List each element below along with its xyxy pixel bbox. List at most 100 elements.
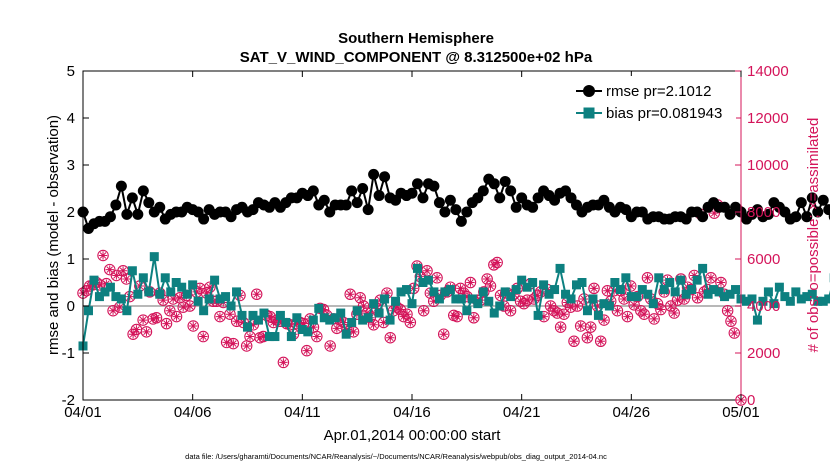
obs-count-point: [655, 303, 667, 316]
bias-point: [731, 285, 741, 295]
rmse-point: [806, 192, 818, 204]
bias-point: [473, 299, 483, 309]
obs-count-asterisk: [462, 292, 472, 301]
obs-count-point: [691, 292, 704, 304]
obs-count-circle: [354, 292, 366, 304]
obs-count-asterisk: [299, 319, 308, 328]
obs-count-circle: [197, 330, 209, 343]
obs-count-asterisk: [422, 266, 432, 275]
obs-count-point: [160, 317, 173, 330]
rmse-point: [406, 187, 418, 199]
obs-count-point: [384, 331, 397, 344]
bias-point: [440, 287, 450, 297]
bias-point: [210, 275, 220, 285]
obs-count-point: [594, 335, 607, 347]
bias-point: [308, 315, 318, 325]
obs-count-asterisk: [105, 265, 114, 274]
obs-count-asterisk: [202, 288, 211, 298]
bias-point: [550, 285, 560, 295]
chart-subtitle: SAT_V_WIND_COMPONENT @ 8.312500e+02 hPa: [240, 49, 593, 66]
legend-box: [570, 76, 736, 124]
obs-count-asterisk: [419, 306, 428, 315]
obs-count-asterisk: [556, 322, 565, 332]
rmse-point: [132, 208, 144, 220]
bias-point: [626, 292, 636, 302]
obs-count-point: [611, 304, 624, 317]
obs-count-asterisk: [506, 306, 515, 315]
y-tick-label-right: 14000: [747, 63, 789, 80]
obs-count-point: [214, 310, 226, 323]
obs-count-point: [140, 326, 153, 338]
obs-count-circle: [705, 272, 717, 284]
bias-point: [314, 303, 324, 313]
bias-point: [105, 282, 115, 292]
obs-count-asterisk: [108, 306, 118, 315]
obs-count-asterisk: [215, 312, 225, 321]
obs-count-asterisk: [325, 341, 335, 351]
obs-count-point: [224, 308, 236, 320]
bias-point: [659, 285, 669, 295]
obs-count-asterisk: [132, 325, 141, 334]
rmse-point: [368, 168, 380, 180]
rmse-point: [340, 199, 352, 211]
rmse-point: [373, 190, 385, 202]
bias-point: [369, 299, 379, 309]
plot-background: [83, 71, 741, 400]
obs-count-circle: [277, 356, 290, 369]
obs-count-circle: [204, 281, 216, 293]
obs-count-circle: [187, 320, 199, 332]
rmse-point: [527, 201, 539, 213]
obs-count-asterisk: [539, 312, 549, 321]
obs-count-asterisk: [649, 314, 659, 324]
obs-count-circle: [721, 304, 734, 317]
bias-point: [506, 292, 516, 302]
obs-count-circle: [554, 321, 567, 333]
bias-point: [495, 301, 505, 311]
obs-count-asterisk: [536, 287, 545, 297]
bias-point: [226, 301, 236, 311]
bias-point: [763, 287, 773, 297]
y-tick-label-left: 5: [67, 63, 75, 80]
obs-count-circle: [594, 335, 607, 347]
obs-count-asterisk: [516, 297, 525, 306]
obs-count-point: [150, 311, 163, 324]
bias-point: [215, 294, 225, 304]
obs-count-circle: [518, 297, 530, 310]
rmse-point: [450, 204, 462, 216]
obs-count-circle: [357, 300, 370, 312]
obs-count-point: [344, 288, 356, 300]
obs-count-asterisk: [175, 293, 185, 302]
obs-count-asterisk: [165, 306, 175, 315]
obs-count-asterisk: [158, 295, 168, 305]
bias-point: [807, 289, 817, 299]
obs-count-circle: [451, 310, 463, 323]
obs-count-point: [558, 308, 570, 320]
obs-count-asterisk: [456, 284, 465, 293]
obs-count-asterisk: [566, 302, 575, 312]
obs-count-circle: [691, 292, 704, 304]
bias-point: [774, 282, 784, 292]
bias-point: [434, 294, 444, 304]
rmse-point: [433, 197, 445, 209]
obs-count-circle: [648, 313, 660, 325]
obs-count-point: [725, 315, 737, 328]
bias-point: [478, 287, 488, 297]
obs-count-asterisk: [292, 319, 301, 328]
bias-point: [533, 310, 543, 320]
obs-count-circle: [598, 314, 610, 326]
x-tick-label: 04/01: [64, 404, 102, 421]
bias-point: [177, 282, 187, 292]
obs-count-circle: [404, 316, 417, 329]
y-tick-label-left: 1: [67, 251, 75, 268]
rmse-point: [762, 208, 774, 220]
obs-count-circle: [417, 304, 430, 317]
bias-point: [670, 287, 680, 297]
bias-point: [692, 275, 702, 285]
obs-count-circle: [170, 310, 183, 323]
obs-count-asterisk: [255, 333, 265, 342]
obs-count-asterisk: [199, 332, 208, 341]
x-tick-label: 05/01: [722, 404, 760, 421]
bias-point: [456, 294, 466, 304]
bias-point: [445, 285, 455, 295]
bias-point: [467, 294, 477, 304]
